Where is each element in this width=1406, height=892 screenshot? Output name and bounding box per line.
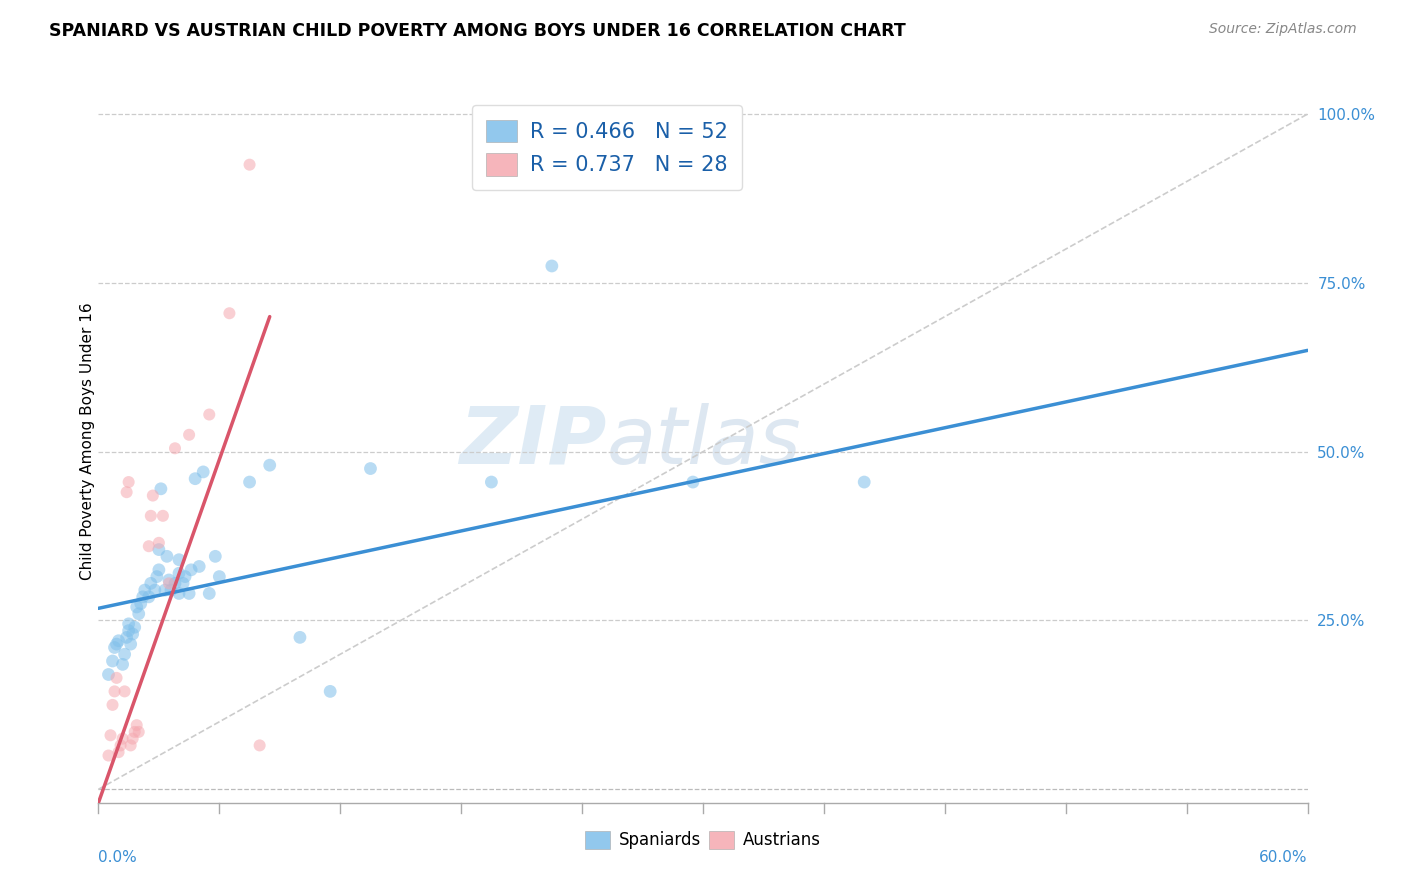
Text: 0.0%: 0.0% [98,850,138,864]
Point [152,508,174,523]
Point [184,472,207,486]
Point [114,684,136,698]
Point [138,539,160,553]
Point [163,576,186,591]
Point [149,482,172,496]
Point [853,475,876,489]
Point [174,569,197,583]
Point [239,475,262,489]
Point [120,739,142,753]
Point [121,627,143,641]
Point [180,563,202,577]
Point [172,576,194,591]
Legend: Spaniards, Austrians: Spaniards, Austrians [579,824,827,856]
Point [153,583,176,598]
Point [208,569,231,583]
Point [148,563,170,577]
Point [682,475,704,489]
Point [124,725,146,739]
Point [125,599,148,614]
Point [160,583,183,598]
Point [204,549,226,564]
Point [179,427,201,442]
Point [101,654,124,668]
Point [97,748,120,763]
Point [179,586,201,600]
Point [139,576,162,591]
Point [110,739,132,753]
Point [111,657,134,672]
Point [249,739,271,753]
Point [103,640,125,655]
Point [115,485,138,500]
Point [198,586,221,600]
Point [142,489,165,503]
Point [132,590,155,604]
Point [115,631,138,645]
Text: atlas: atlas [606,402,801,481]
Point [97,667,120,681]
Text: Source: ZipAtlas.com: Source: ZipAtlas.com [1209,22,1357,37]
Point [134,583,156,598]
Point [120,637,142,651]
Point [125,718,148,732]
Point [288,631,311,645]
Point [114,647,136,661]
Point [128,607,150,621]
Text: 60.0%: 60.0% [1260,850,1308,864]
Point [138,590,160,604]
Point [103,684,125,698]
Point [118,624,141,638]
Y-axis label: Child Poverty Among Boys Under 16: Child Poverty Among Boys Under 16 [80,302,94,581]
Point [107,745,129,759]
Point [198,408,221,422]
Point [360,461,382,475]
Point [129,597,152,611]
Point [239,158,262,172]
Point [100,728,122,742]
Point [105,671,128,685]
Point [118,475,141,489]
Point [167,552,190,566]
Point [105,637,128,651]
Point [121,731,143,746]
Point [193,465,215,479]
Point [218,306,240,320]
Point [128,725,150,739]
Point [124,620,146,634]
Point [148,536,170,550]
Point [118,616,141,631]
Point [148,542,170,557]
Point [139,508,162,523]
Point [167,586,190,600]
Point [481,475,503,489]
Point [188,559,211,574]
Point [259,458,281,472]
Text: ZIP: ZIP [458,402,606,481]
Point [157,576,180,591]
Point [157,573,180,587]
Point [107,633,129,648]
Point [101,698,124,712]
Point [143,583,166,598]
Point [319,684,342,698]
Point [146,569,169,583]
Point [111,731,134,746]
Text: SPANIARD VS AUSTRIAN CHILD POVERTY AMONG BOYS UNDER 16 CORRELATION CHART: SPANIARD VS AUSTRIAN CHILD POVERTY AMONG… [49,22,905,40]
Point [163,442,186,456]
Point [540,259,562,273]
Point [167,566,190,581]
Point [156,549,179,564]
